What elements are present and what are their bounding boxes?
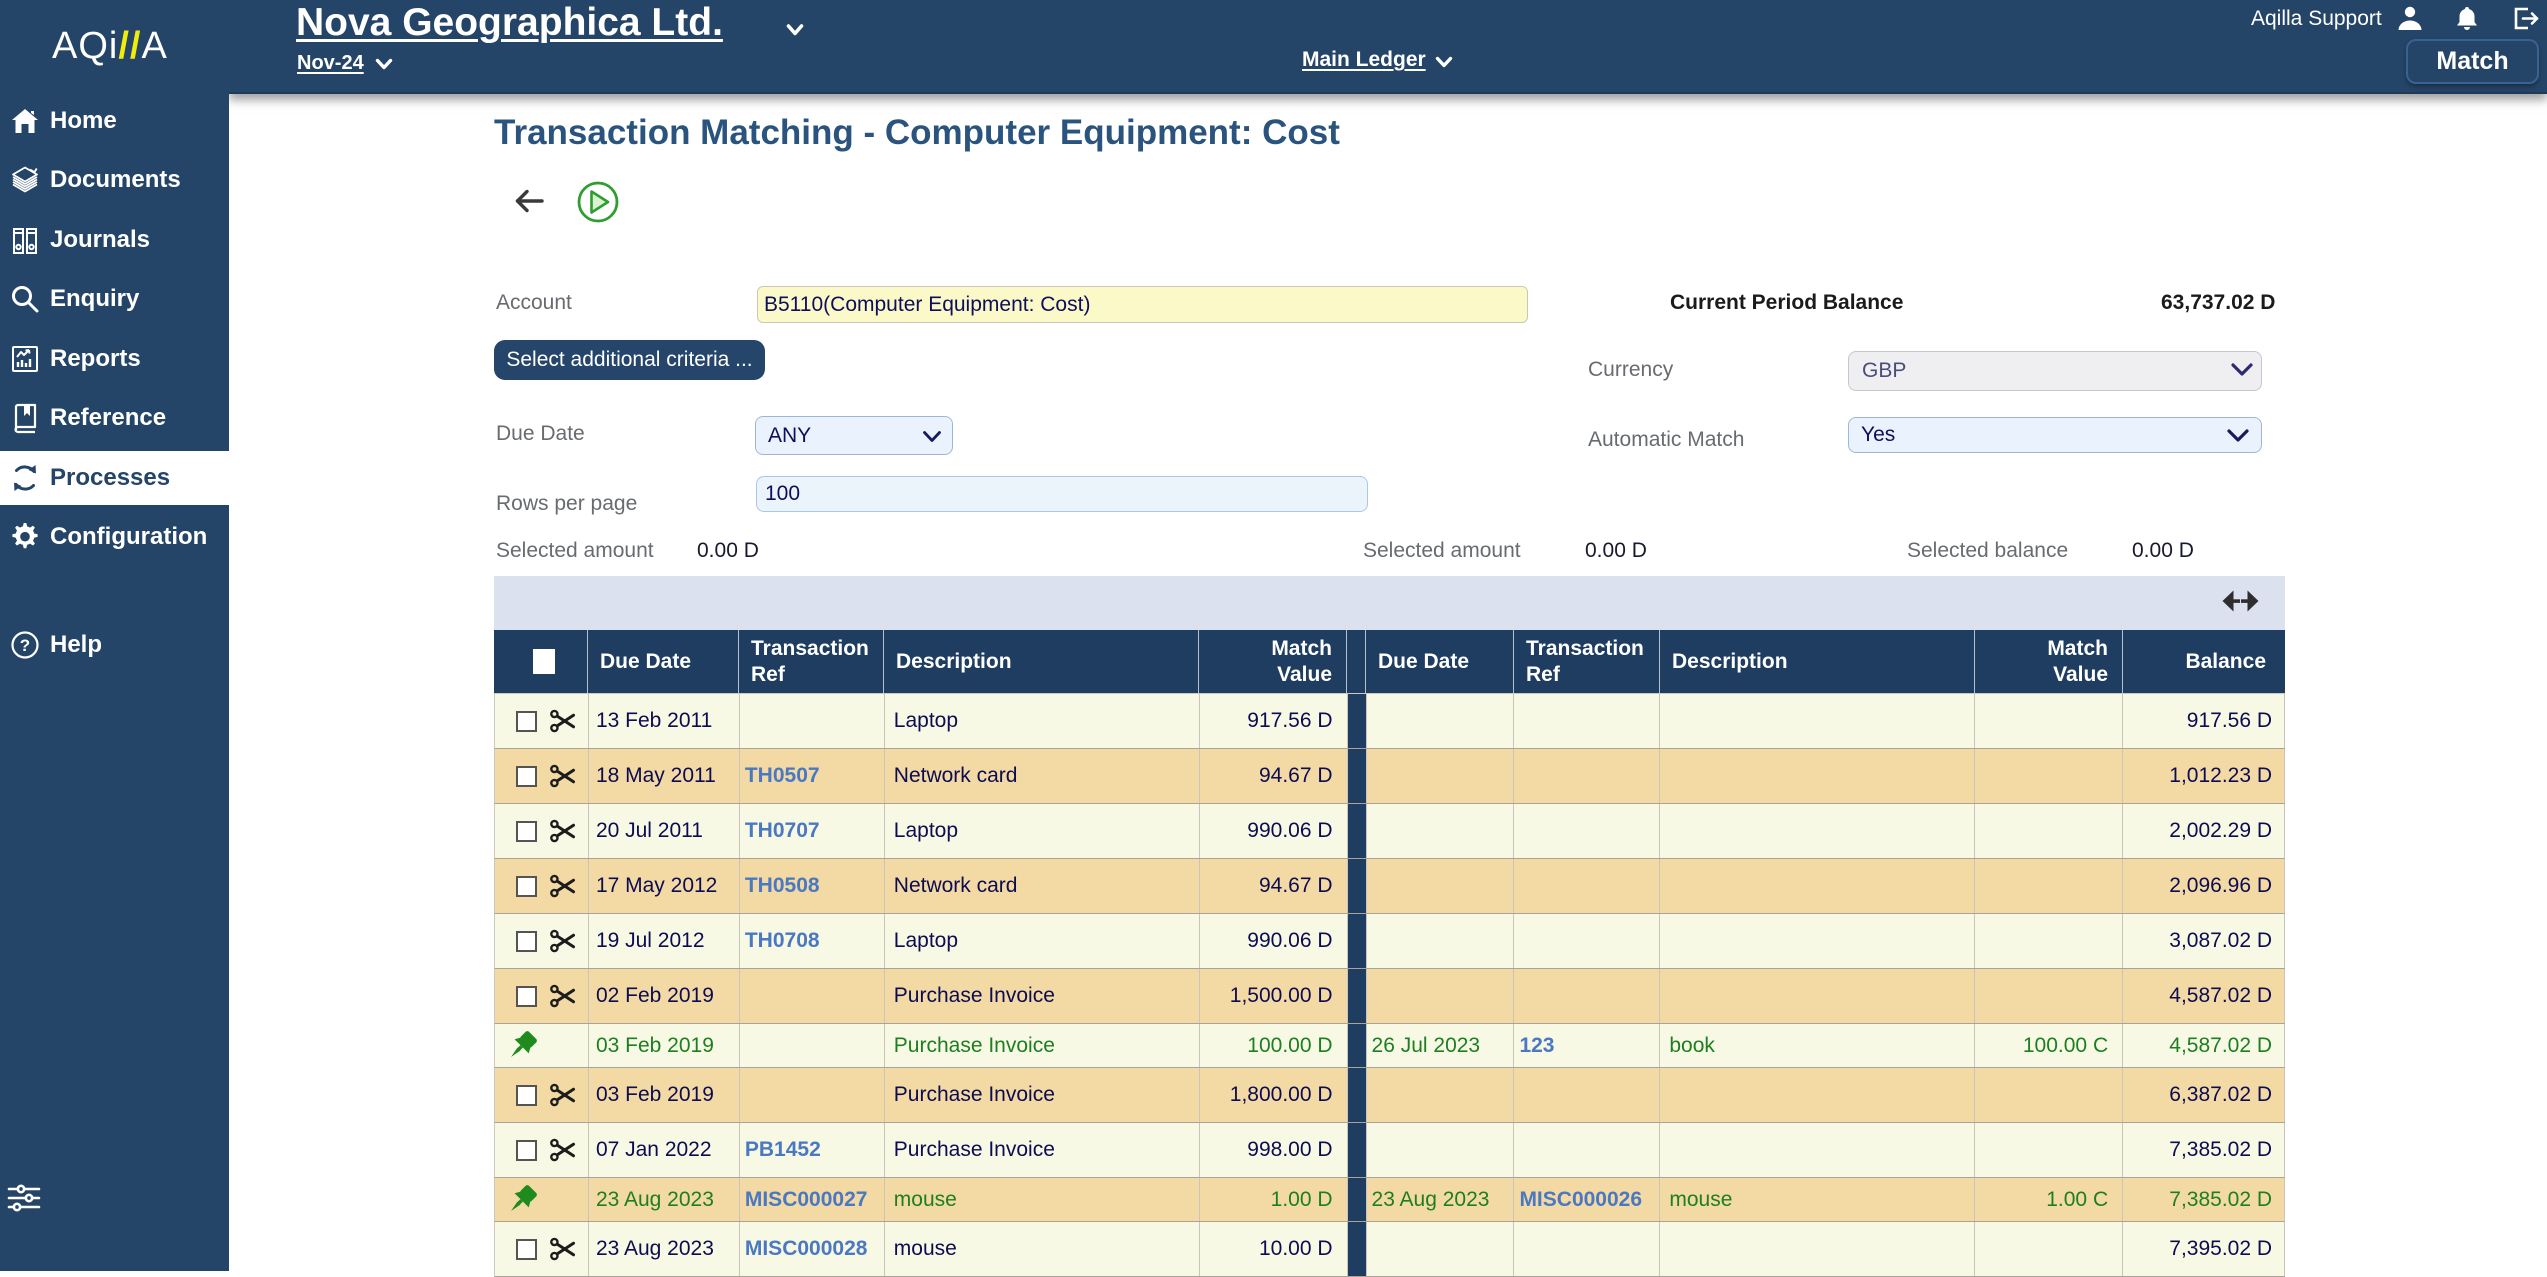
svg-text:?: ? xyxy=(20,636,30,655)
